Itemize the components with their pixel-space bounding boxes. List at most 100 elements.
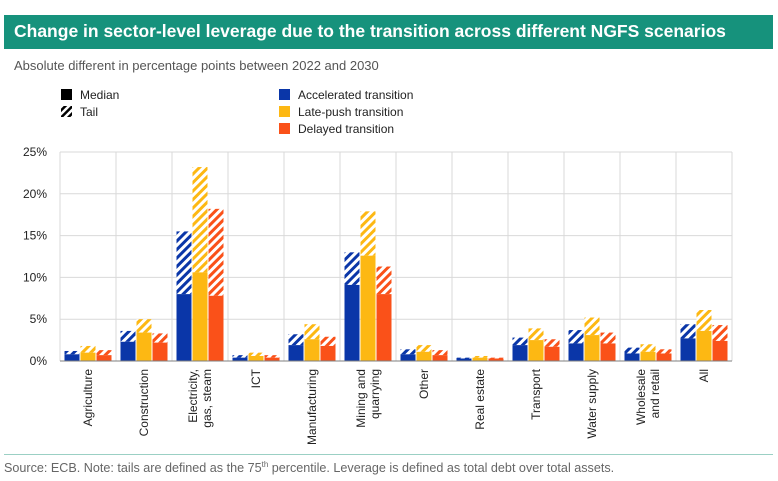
x-tick-label: Mining and — [354, 369, 368, 428]
bar-median — [432, 355, 448, 361]
source-text-prefix: Source: ECB. Note: tails are defined as … — [4, 461, 262, 476]
bar-median — [176, 294, 192, 361]
y-tick-label: 5% — [30, 312, 48, 326]
bar-tail — [208, 208, 224, 296]
bar-median — [192, 272, 208, 361]
x-tick-label: Agriculture — [81, 369, 95, 427]
legend-label-tail: Tail — [80, 105, 98, 119]
bar-median — [136, 332, 152, 361]
bar-tail — [120, 330, 136, 342]
bar-median — [512, 345, 528, 361]
x-tick-label: Water supply — [585, 369, 599, 439]
legend-label-median: Median — [80, 88, 119, 102]
x-tick-label: ICT — [249, 368, 263, 388]
x-tick-label: gas, steam — [200, 369, 214, 428]
bar-median — [400, 354, 416, 361]
bar-tail — [152, 333, 168, 343]
bar-chart: Median Tail Accelerated transition Late-pus… — [23, 88, 733, 445]
legend-label-scenario-0: Accelerated transition — [298, 88, 413, 102]
x-tick-label: Construction — [137, 369, 151, 436]
bar-median — [64, 354, 80, 361]
bar-tail — [512, 337, 528, 346]
footer-divider — [4, 454, 773, 455]
bar-tail — [680, 324, 696, 339]
bar-median — [600, 343, 616, 361]
x-tick-label: Electricity, — [186, 369, 200, 423]
bar-median — [320, 345, 336, 361]
bar-tail — [64, 350, 80, 355]
bar-tail — [416, 345, 432, 352]
bar-tail — [544, 339, 560, 347]
bar-median — [248, 355, 264, 361]
bar-tail — [176, 231, 192, 295]
bar-tail — [600, 332, 616, 344]
bar-median — [680, 338, 696, 361]
bar-tail — [344, 252, 360, 285]
chart-subtitle: Absolute different in percentage points … — [14, 58, 379, 73]
bar-median — [288, 345, 304, 361]
bar-median — [624, 353, 640, 361]
x-tick-label: Real estate — [473, 369, 487, 430]
source-note: Source: ECB. Note: tails are defined as … — [4, 460, 614, 475]
bar-tail — [568, 330, 584, 344]
bar-median — [416, 351, 432, 361]
legend-swatch-scenario-0 — [279, 89, 290, 100]
bar-tail — [456, 357, 472, 359]
bar-median — [96, 355, 112, 361]
x-tick-label: quarrying — [368, 369, 382, 419]
y-tick-label: 25% — [23, 145, 47, 159]
title-bar: Change in sector-level leverage due to t… — [4, 15, 773, 49]
bar-tail — [472, 355, 488, 358]
legend-label-scenario-2: Delayed transition — [298, 122, 394, 136]
x-tick-label: All — [697, 369, 711, 382]
legend-swatch-median — [61, 89, 72, 100]
bar-median — [456, 358, 472, 361]
bar-median — [152, 342, 168, 361]
legend-swatch-scenario-1 — [279, 106, 290, 117]
bars — [64, 167, 728, 361]
x-tick-label: Transport — [529, 368, 543, 420]
bar-tail — [656, 349, 672, 354]
bar-median — [264, 357, 280, 361]
bar-tail — [528, 328, 544, 341]
bar-tail — [320, 336, 336, 346]
bar-tail — [232, 355, 248, 358]
bar-median — [304, 339, 320, 361]
bar-median — [712, 340, 728, 361]
grid-lines — [59, 151, 733, 362]
bar-tail — [584, 317, 600, 336]
x-tick-label: and retail — [648, 369, 662, 418]
bar-tail — [488, 357, 504, 359]
bar-median — [640, 351, 656, 361]
bar-tail — [640, 344, 656, 352]
bar-median — [528, 340, 544, 361]
bar-tail — [712, 325, 728, 341]
bar-median — [376, 294, 392, 361]
y-tick-label: 20% — [23, 187, 47, 201]
bar-median — [472, 357, 488, 361]
y-axis: 0% 5% 10% 15% 20% 25% — [23, 145, 47, 368]
bar-median — [696, 330, 712, 361]
source-text-suffix: percentile. Leverage is defined as total… — [268, 461, 615, 476]
bar-median — [584, 335, 600, 361]
bar-median — [488, 358, 504, 361]
x-tick-label: Wholesale — [634, 369, 648, 425]
legend-label-scenario-1: Late-push transition — [298, 105, 403, 119]
bar-tail — [192, 167, 208, 273]
bar-median — [344, 284, 360, 361]
bar-tail — [400, 349, 416, 355]
bar-tail — [264, 355, 280, 358]
bar-median — [360, 255, 376, 361]
bar-median — [568, 343, 584, 361]
bar-median — [544, 346, 560, 361]
bar-median — [656, 353, 672, 361]
bar-tail — [360, 211, 376, 256]
bar-tail — [696, 310, 712, 331]
bar-tail — [96, 350, 112, 356]
bar-tail — [248, 352, 264, 356]
y-tick-label: 10% — [23, 270, 47, 284]
bar-tail — [80, 345, 96, 353]
bar-tail — [136, 319, 152, 333]
chart-title: Change in sector-level leverage due to t… — [14, 21, 726, 41]
bar-tail — [376, 266, 392, 295]
